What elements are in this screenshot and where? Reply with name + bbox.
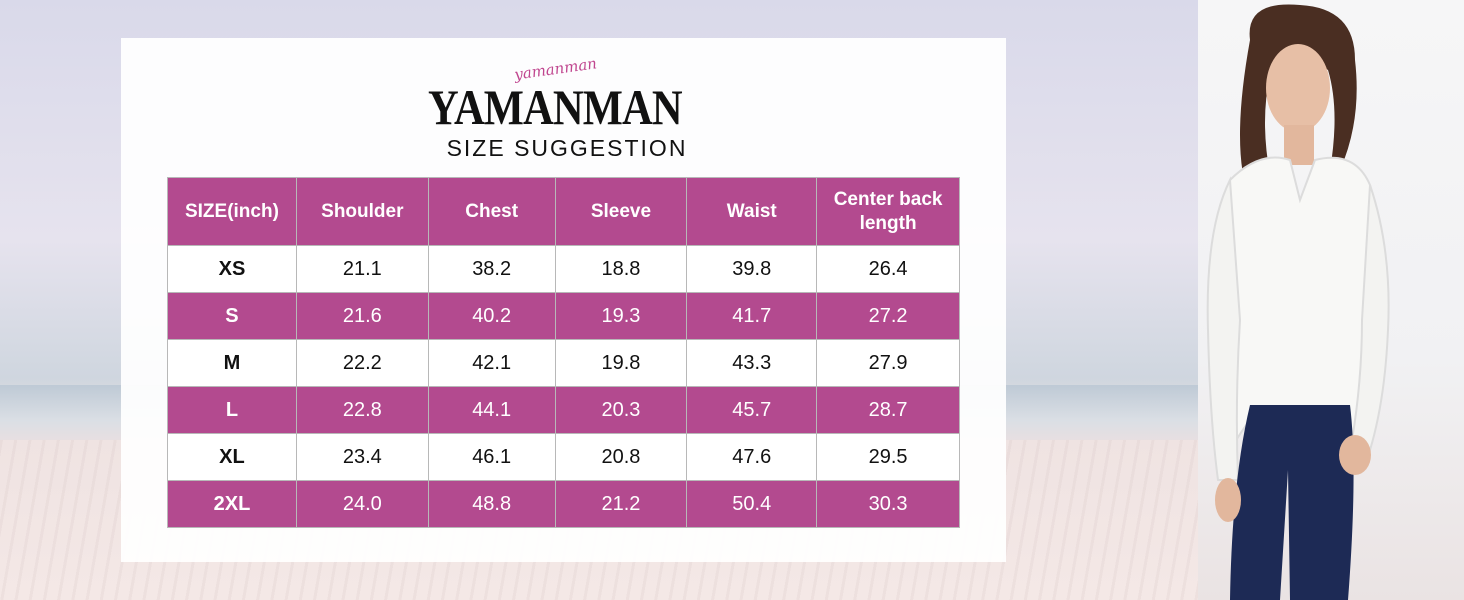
table-cell: 44.1 <box>427 386 556 434</box>
table-cell: 48.8 <box>427 480 556 528</box>
table-row: XS 21.1 38.2 18.8 39.8 26.4 <box>167 245 960 293</box>
table-cell: 50.4 <box>686 480 818 528</box>
table-cell: 21.2 <box>554 480 688 528</box>
table-cell: 27.2 <box>816 292 960 340</box>
model-left-sleeve <box>1206 176 1242 481</box>
table-cell: 24.0 <box>295 480 429 528</box>
size-cell: S <box>167 292 297 340</box>
table-row: S 21.6 40.2 19.3 41.7 27.2 <box>167 292 960 340</box>
model-right-hand <box>1339 435 1371 475</box>
table-cell: 29.5 <box>816 433 960 481</box>
size-cell: 2XL <box>167 480 297 528</box>
table-row: 2XL 24.0 48.8 21.2 50.4 30.3 <box>167 480 960 528</box>
table-cell: 20.8 <box>554 433 688 481</box>
table-cell: 47.6 <box>686 433 818 481</box>
table-cell: 38.2 <box>427 245 556 293</box>
table-cell: 23.4 <box>295 433 429 481</box>
table-cell: 18.8 <box>554 245 688 293</box>
table-cell: 28.7 <box>816 386 960 434</box>
header-chest: Chest <box>427 177 556 246</box>
table-cell: 46.1 <box>427 433 556 481</box>
table-header-row: SIZE(inch) Shoulder Chest Sleeve Waist C… <box>167 177 960 246</box>
size-cell: XS <box>167 245 297 293</box>
size-cell: L <box>167 386 297 434</box>
table-cell: 42.1 <box>427 339 556 387</box>
table-row: L 22.8 44.1 20.3 45.7 28.7 <box>167 386 960 434</box>
header-center-back-length: Center back length <box>816 177 960 246</box>
size-suggestion-title: SIZE SUGGESTION <box>446 135 688 161</box>
table-cell: 22.2 <box>295 339 429 387</box>
table-cell: 40.2 <box>427 292 556 340</box>
size-cell: M <box>167 339 297 387</box>
table-cell: 19.3 <box>554 292 688 340</box>
table-cell: 30.3 <box>816 480 960 528</box>
size-table: SIZE(inch) Shoulder Chest Sleeve Waist C… <box>167 177 960 528</box>
table-cell: 41.7 <box>686 292 818 340</box>
header-sleeve: Sleeve <box>554 177 688 246</box>
table-cell: 27.9 <box>816 339 960 387</box>
table-cell: 26.4 <box>816 245 960 293</box>
table-cell: 39.8 <box>686 245 818 293</box>
header-size: SIZE(inch) <box>167 177 297 246</box>
brand-logo: YAMANMAN <box>428 79 683 135</box>
table-cell: 22.8 <box>295 386 429 434</box>
model-illustration <box>1206 4 1390 600</box>
table-cell: 21.1 <box>295 245 429 293</box>
model-left-hand <box>1215 478 1241 522</box>
header-shoulder: Shoulder <box>295 177 429 246</box>
table-row: XL 23.4 46.1 20.8 47.6 29.5 <box>167 433 960 481</box>
model-hair <box>1240 4 1357 200</box>
table-cell: 43.3 <box>686 339 818 387</box>
table-cell: 21.6 <box>295 292 429 340</box>
table-cell: 19.8 <box>554 339 688 387</box>
table-cell: 20.3 <box>554 386 688 434</box>
table-cell: 45.7 <box>686 386 818 434</box>
model-neck <box>1284 125 1314 165</box>
table-row: M 22.2 42.1 19.8 43.3 27.9 <box>167 339 960 387</box>
header-waist: Waist <box>686 177 818 246</box>
model-right-sleeve <box>1350 184 1390 452</box>
size-cell: XL <box>167 433 297 481</box>
model-face <box>1266 44 1330 132</box>
model-jeans <box>1230 405 1354 600</box>
